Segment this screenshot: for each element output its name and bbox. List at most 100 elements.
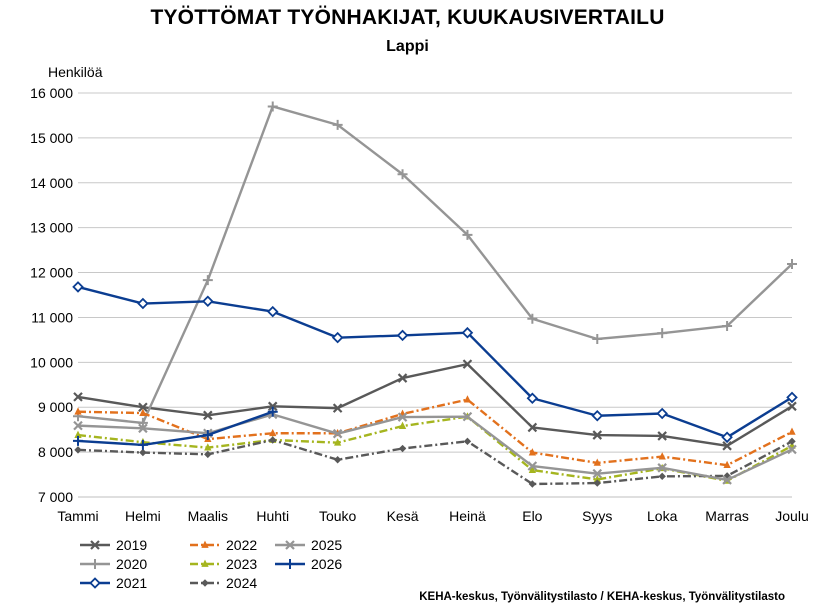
grid-lines bbox=[78, 92, 792, 498]
data-point bbox=[462, 411, 473, 422]
series-2021 bbox=[72, 281, 798, 444]
x-tick-label: Kesä bbox=[387, 508, 419, 524]
data-point bbox=[656, 407, 668, 420]
data-point bbox=[526, 392, 539, 405]
x-tick-label: Elo bbox=[522, 508, 542, 524]
legend-item-2022: 2022 bbox=[190, 537, 257, 553]
data-point bbox=[267, 401, 278, 412]
data-point bbox=[723, 460, 731, 469]
data-point bbox=[657, 431, 667, 441]
data-point bbox=[202, 430, 213, 441]
legend-label: 2023 bbox=[226, 556, 257, 572]
data-point bbox=[657, 328, 668, 339]
data-point bbox=[592, 468, 603, 479]
x-tick-label: Huhti bbox=[256, 508, 289, 524]
data-point bbox=[204, 450, 212, 459]
data-point bbox=[266, 305, 279, 318]
data-point bbox=[202, 275, 213, 286]
data-point bbox=[202, 295, 214, 308]
y-tick-label: 8 000 bbox=[38, 444, 73, 460]
data-point bbox=[397, 169, 408, 180]
data-point bbox=[74, 446, 82, 454]
y-tick-label: 14 000 bbox=[30, 175, 73, 191]
data-point bbox=[139, 408, 147, 416]
data-point bbox=[722, 475, 732, 485]
legend: 2019 2020 2021 2022 2023 2024 2025 2026 bbox=[80, 537, 342, 591]
data-point bbox=[787, 444, 797, 455]
series-line bbox=[77, 105, 793, 425]
series-line bbox=[77, 410, 274, 447]
data-point bbox=[90, 540, 100, 550]
data-point bbox=[658, 452, 666, 460]
x-tick-label: Maalis bbox=[188, 508, 228, 524]
data-point bbox=[461, 326, 474, 339]
data-point bbox=[658, 472, 666, 481]
data-point bbox=[74, 407, 82, 415]
data-point bbox=[722, 441, 732, 451]
data-point bbox=[73, 392, 83, 402]
data-point bbox=[527, 461, 538, 471]
legend-label: 2025 bbox=[311, 537, 342, 553]
data-point bbox=[398, 421, 407, 429]
chart-subtitle: Lappi bbox=[386, 38, 429, 55]
data-point bbox=[267, 406, 278, 417]
data-point bbox=[397, 412, 408, 422]
data-point bbox=[463, 395, 472, 403]
y-tick-labels: 7 000 8 000 9 000 10 000 11 000 12 000 13 000 1… bbox=[30, 85, 73, 505]
y-tick-label: 10 000 bbox=[30, 354, 73, 370]
x-tick-label: Helmi bbox=[125, 508, 161, 524]
series-line bbox=[77, 438, 793, 486]
x-tick-label: Marras bbox=[705, 508, 749, 524]
legend-label: 2020 bbox=[116, 556, 147, 572]
data-point bbox=[462, 359, 473, 369]
series-lines bbox=[72, 101, 798, 488]
data-point bbox=[90, 559, 100, 569]
data-point bbox=[332, 428, 343, 439]
legend-item-2023: 2023 bbox=[190, 556, 257, 572]
data-point bbox=[73, 420, 83, 431]
data-point bbox=[201, 540, 209, 548]
y-tick-label: 13 000 bbox=[30, 220, 73, 236]
y-tick-label: 11 000 bbox=[31, 309, 73, 325]
data-point bbox=[786, 391, 798, 404]
x-tick-label: Heinä bbox=[449, 508, 486, 524]
y-axis-label: Henkilöä bbox=[48, 64, 103, 80]
data-point bbox=[527, 422, 538, 433]
data-point bbox=[138, 423, 148, 434]
x-tick-labels: Tammi Helmi Maalis Huhti Touko Kesä Heinä Elo Sy… bbox=[57, 508, 808, 524]
series-line bbox=[77, 362, 793, 448]
series-line bbox=[77, 398, 793, 467]
y-tick-label: 16 000 bbox=[30, 85, 73, 101]
series-2019 bbox=[73, 359, 797, 451]
data-point bbox=[137, 417, 148, 428]
data-point bbox=[333, 456, 342, 464]
x-tick-label: Tammi bbox=[57, 508, 98, 524]
data-point bbox=[139, 448, 147, 457]
data-point bbox=[137, 297, 149, 310]
data-point bbox=[269, 436, 277, 444]
data-point bbox=[592, 430, 603, 440]
data-point bbox=[333, 438, 342, 446]
data-point bbox=[89, 577, 101, 589]
data-point bbox=[787, 259, 797, 270]
legend-item-2020: 2020 bbox=[80, 556, 147, 572]
x-tick-label: Joulu bbox=[775, 508, 808, 524]
data-point bbox=[722, 320, 733, 331]
data-point bbox=[267, 101, 278, 112]
data-point bbox=[397, 373, 408, 383]
series-line bbox=[77, 285, 793, 439]
series-2024 bbox=[74, 436, 796, 488]
data-point bbox=[593, 479, 601, 487]
data-point bbox=[72, 281, 84, 293]
data-point bbox=[463, 437, 472, 446]
data-point bbox=[787, 401, 797, 412]
data-point bbox=[721, 431, 733, 444]
legend-label: 2026 bbox=[311, 556, 342, 572]
chart-title: TYÖTTÖMAT TYÖNHAKIJAT, KUUKAUSIVERTAILU bbox=[150, 6, 665, 29]
legend-label: 2024 bbox=[226, 575, 257, 591]
legend-label: 2021 bbox=[116, 575, 147, 591]
data-point bbox=[527, 313, 538, 324]
data-point bbox=[204, 443, 212, 451]
y-tick-label: 9 000 bbox=[38, 399, 73, 415]
